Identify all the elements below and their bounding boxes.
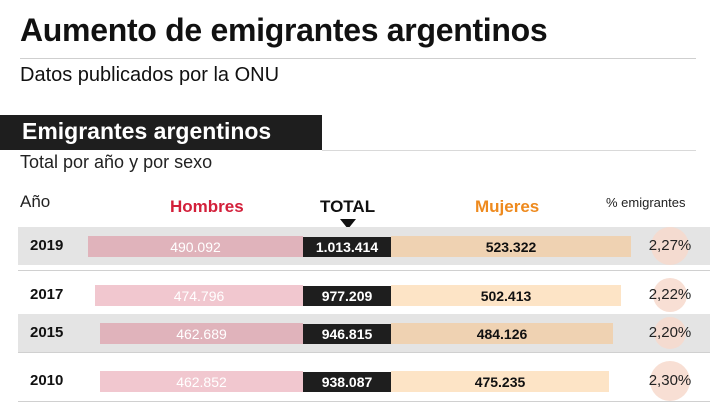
title-divider [20, 58, 696, 59]
total-value-box [303, 237, 391, 257]
bar-men-value: 474.796 [173, 288, 225, 304]
bar-men [100, 371, 303, 392]
total-value: 946.815 [321, 326, 373, 342]
total-value: 938.087 [321, 374, 373, 390]
bar-women-value: 475.235 [474, 374, 526, 390]
bar-men-value: 462.852 [176, 374, 227, 390]
pct-value: 2,20% [648, 324, 692, 341]
bar-women-value: 523.322 [485, 239, 537, 255]
section-title-box [0, 115, 322, 150]
pct-bubble [650, 361, 690, 401]
bar-women [391, 371, 609, 392]
row-divider [18, 270, 710, 271]
bar-women-value: 484.126 [476, 326, 528, 342]
bar-men-value: 462.689 [176, 326, 227, 342]
row-year-label: 2019 [30, 237, 64, 254]
chart-row: 2019 490.092 523.322 1.013.414 2,27% [18, 227, 710, 265]
total-down-arrow-icon [340, 219, 356, 229]
chart-row: 2015 462.689 484.126 946.815 2,20% [18, 314, 710, 352]
total-value-box [303, 286, 391, 306]
bar-men [88, 236, 303, 257]
bar-men-value: 490.092 [170, 239, 221, 255]
column-header-total: TOTAL [320, 197, 376, 216]
row-year-label: 2010 [30, 372, 64, 389]
column-header-women: Mujeres [475, 197, 540, 216]
row-divider [18, 352, 710, 353]
bar-men [100, 323, 303, 344]
chart-row: 2017 474.796 502.413 977.209 2,22% [18, 276, 710, 314]
chart-row: 2010 462.852 475.235 938.087 2,30% [18, 361, 710, 401]
column-header-men: Hombres [170, 197, 244, 216]
column-header-pct: % emigrantes [606, 195, 686, 210]
row-year-label: 2017 [30, 286, 64, 303]
section-subtitle: Total por año y por sexo [20, 152, 213, 172]
bar-women [391, 323, 613, 344]
row-divider [18, 401, 710, 402]
total-value-box [303, 324, 391, 344]
section-title: Emigrantes argentinos [22, 118, 272, 144]
section-divider [322, 150, 696, 151]
total-value-box [303, 372, 391, 392]
pct-value: 2,22% [648, 286, 692, 303]
total-value: 1.013.414 [315, 239, 379, 255]
bar-men [95, 285, 303, 306]
bar-women [391, 236, 631, 257]
bar-women-value: 502.413 [480, 288, 532, 304]
pct-bubble [654, 317, 686, 349]
row-year-label: 2015 [30, 324, 64, 341]
pct-bubble [651, 227, 689, 265]
total-value: 977.209 [321, 288, 373, 304]
pct-value: 2,30% [648, 372, 692, 389]
page-title: Aumento de emigrantes argentinos [20, 12, 548, 48]
pct-bubble [653, 278, 687, 312]
pct-value: 2,27% [648, 237, 692, 254]
bar-women [391, 285, 621, 306]
page-subtitle: Datos publicados por la ONU [20, 64, 280, 86]
column-header-year: Año [20, 192, 51, 211]
